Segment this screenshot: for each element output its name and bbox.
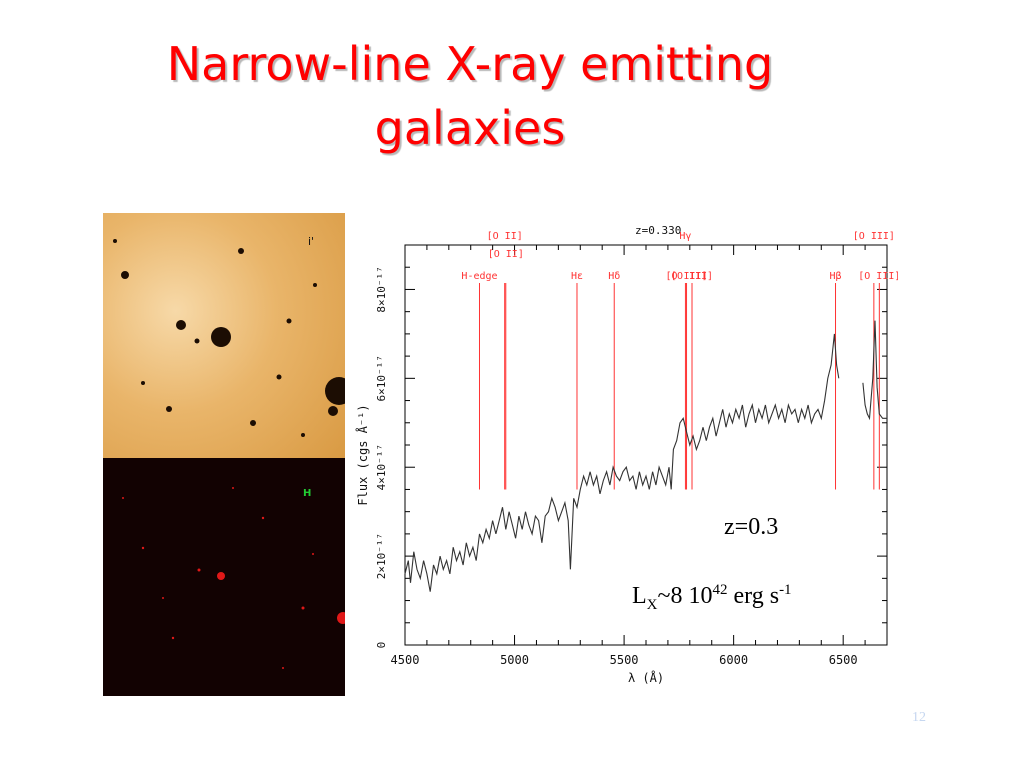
image-band-label-bottom: H (303, 488, 311, 499)
image-band-label-top: i' (308, 235, 314, 248)
y-tick-label: 2×10⁻¹⁷ (375, 533, 388, 579)
x-tick-label: 6500 (829, 653, 858, 667)
infrared-h-band-image: H (103, 458, 345, 696)
spectral-line-label: [O II] (488, 249, 524, 260)
chart-title: z=0.330 (635, 224, 681, 237)
lum-unit-exponent: -1 (779, 582, 792, 598)
luminosity-annotation: LX~8 1042 erg s-1 (632, 582, 792, 614)
y-tick-label: 6×10⁻¹⁷ (375, 355, 388, 401)
y-axis-label: Flux (cgs Å⁻¹) (355, 404, 370, 505)
slide-title-line2: galaxies (374, 101, 566, 155)
spectrum-line (404, 333, 840, 592)
redshift-annotation: z=0.3 (724, 514, 779, 540)
spectrum-chart: 4500 5000 5500 6000 6500 0 2×10⁻¹⁷ 4×10⁻¹⁷ 6×10⁻… (355, 224, 898, 685)
spectral-line-label: [O III] (671, 271, 713, 282)
slide-title: Narrow-line X-ray emitting galaxies (60, 32, 880, 160)
x-axis-label: λ (Å) (628, 670, 664, 685)
spectral-line-label: Hε (571, 271, 583, 282)
lum-unit: erg s (727, 583, 780, 609)
x-tick-label: 5500 (610, 653, 639, 667)
spectral-line-label: Hδ (608, 271, 620, 282)
spectral-line-label: [O III] (858, 271, 898, 282)
lum-exponent: 42 (712, 582, 728, 598)
y-tick-label: 8×10⁻¹⁷ (375, 266, 388, 312)
optical-i-band-image: i' (103, 213, 345, 458)
spectral-line-label: Hγ (679, 231, 691, 242)
optical-image-sources: i' (113, 235, 345, 437)
spectral-line-label: [O III] (665, 271, 707, 282)
slide-title-line1: Narrow-line X-ray emitting (166, 37, 774, 91)
x-tick-label: 4500 (391, 653, 420, 667)
y-tick-label: 4×10⁻¹⁷ (375, 444, 388, 490)
infrared-image-sources: H (122, 487, 345, 669)
x-tick-label: 6000 (719, 653, 748, 667)
y-tick-label: 0 (375, 642, 388, 649)
spectrum-line (862, 320, 887, 421)
spectral-line-label: [O III] (853, 231, 895, 242)
spectral-line-label: [O II] (487, 231, 523, 242)
spectral-line-label: H-edge (461, 271, 497, 282)
x-tick-label: 5000 (500, 653, 529, 667)
lum-subscript: X (646, 596, 658, 613)
spectral-line-label: Hβ (829, 271, 841, 282)
slide-number: 12 (912, 710, 926, 725)
lum-value: ~8 10 (657, 583, 713, 609)
lum-symbol: L (632, 583, 647, 609)
